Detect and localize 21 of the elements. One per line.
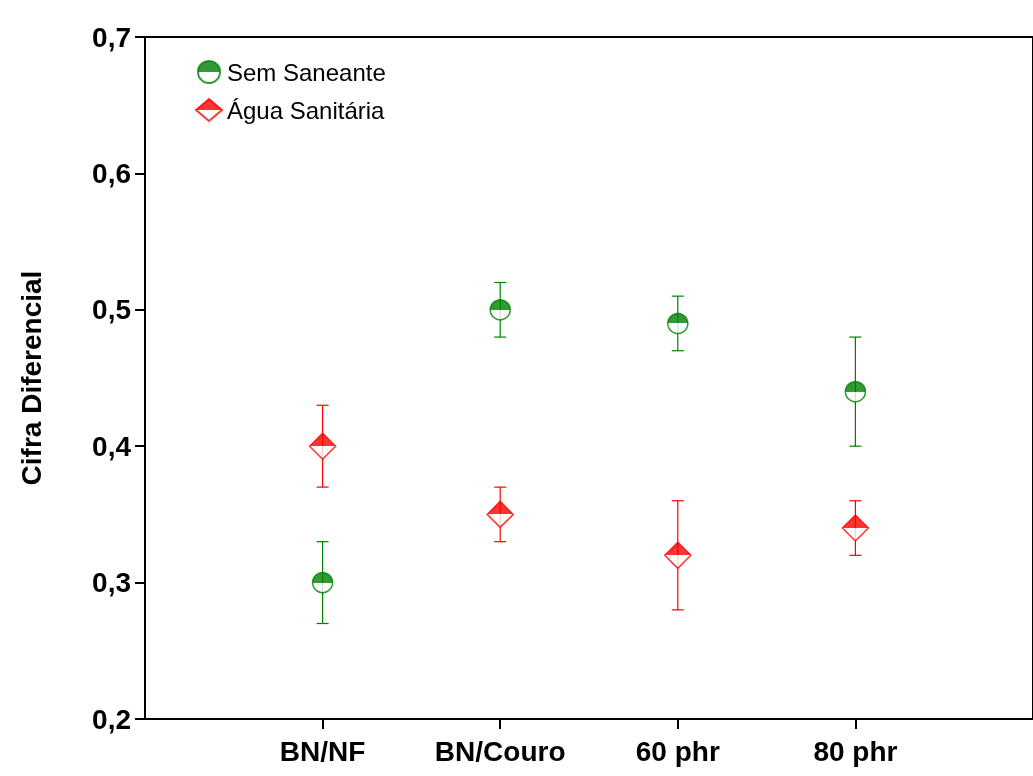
point bbox=[844, 380, 867, 403]
legend-label: Sem Saneante bbox=[227, 58, 386, 86]
point bbox=[311, 571, 334, 594]
y-tick-label: 0,6 bbox=[92, 157, 131, 189]
point bbox=[667, 312, 689, 335]
point bbox=[664, 541, 692, 570]
point bbox=[489, 299, 511, 321]
legend-label: Água Sanitária bbox=[227, 96, 386, 124]
x-tick-label: BN/NF bbox=[279, 735, 366, 767]
y-axis-title: Cifra Diferencial bbox=[15, 270, 47, 486]
x-tick-label: BN/Couro bbox=[434, 735, 566, 767]
point bbox=[841, 514, 870, 542]
x-tick-label: 60 phr bbox=[635, 735, 720, 767]
point bbox=[308, 432, 337, 460]
point bbox=[486, 500, 514, 529]
y-tick-label: 0,3 bbox=[92, 567, 131, 599]
y-tick-label: 0,2 bbox=[92, 703, 131, 735]
y-tick-label: 0,7 bbox=[92, 21, 131, 53]
x-tick-label: 80 phr bbox=[813, 735, 898, 767]
y-tick-label: 0,5 bbox=[92, 294, 131, 326]
y-tick-label: 0,4 bbox=[92, 430, 132, 462]
